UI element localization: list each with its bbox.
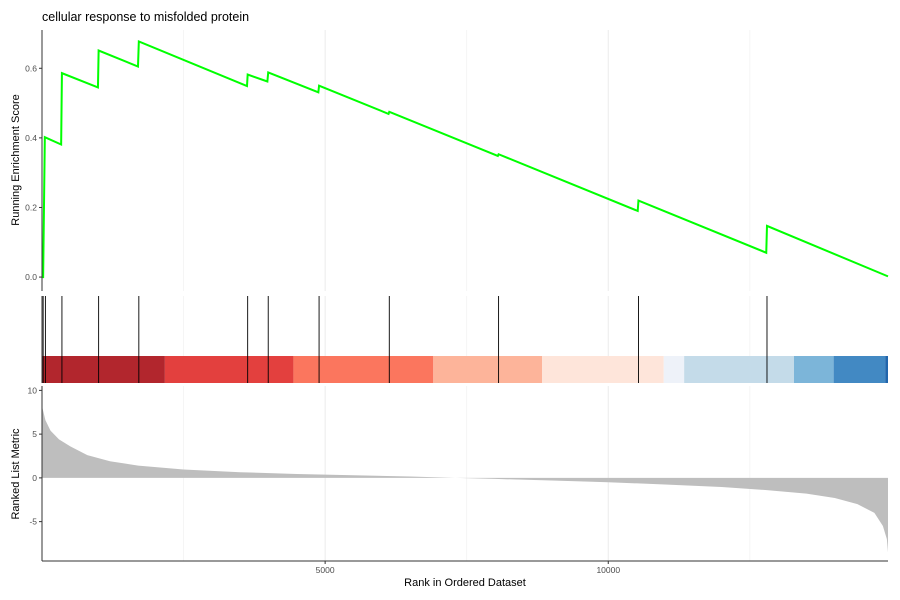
ranked-list-area	[42, 406, 888, 553]
color-bar-segment	[684, 356, 794, 383]
ranked-list-ylabel: Ranked List Metric	[10, 428, 22, 520]
color-bar	[42, 356, 888, 383]
color-bar-segment	[433, 356, 543, 383]
color-bar-segment	[885, 356, 888, 383]
running-enrichment-score-line	[42, 40, 889, 279]
color-bar-segment	[833, 356, 886, 383]
running-score-tick-label: 0.6	[25, 63, 37, 73]
x-tick-label: 5000	[316, 565, 335, 575]
color-bar-segment	[794, 356, 834, 383]
color-bar-segment	[164, 356, 294, 383]
color-bar-segment	[293, 356, 434, 383]
ranked-list-metric-area	[42, 406, 888, 553]
axes	[41, 30, 888, 562]
running-score-line	[42, 40, 889, 279]
tick-labels: 0.0 0.2 0.4 0.6 10 5 0 -5 5000 10000	[25, 63, 620, 575]
chart-title: cellular response to misfolded protein	[42, 10, 249, 24]
hit-markers	[42, 296, 768, 383]
ranked-list-tick-label: 10	[28, 385, 38, 395]
running-score-tick-label: 0.0	[25, 272, 37, 282]
x-axis-label: Rank in Ordered Dataset	[404, 577, 526, 589]
ranked-list-tick-label: 5	[32, 429, 37, 439]
running-score-tick-label: 0.2	[25, 202, 37, 212]
ranked-list-tick-label: 0	[32, 473, 37, 483]
ranked-list-tick-label: -5	[29, 517, 37, 527]
running-score-ylabel: Running Enrichment Score	[10, 94, 22, 225]
color-bar-segment	[42, 356, 165, 383]
color-bar-segment	[663, 356, 685, 383]
x-tick-label: 10000	[596, 565, 620, 575]
color-bar-segment	[542, 356, 664, 383]
running-score-tick-label: 0.4	[25, 133, 37, 143]
